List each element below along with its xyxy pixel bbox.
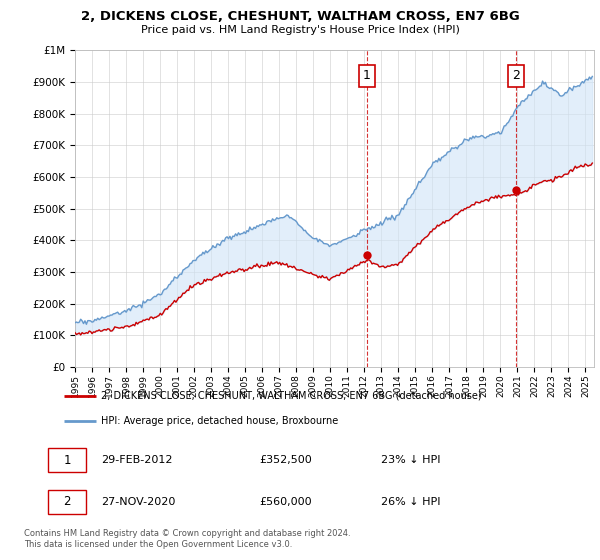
Text: 2, DICKENS CLOSE, CHESHUNT, WALTHAM CROSS, EN7 6BG (detached house): 2, DICKENS CLOSE, CHESHUNT, WALTHAM CROS… bbox=[101, 391, 481, 401]
Text: £352,500: £352,500 bbox=[259, 455, 312, 465]
Text: 23% ↓ HPI: 23% ↓ HPI bbox=[380, 455, 440, 465]
Text: 1: 1 bbox=[363, 69, 371, 82]
Text: Price paid vs. HM Land Registry's House Price Index (HPI): Price paid vs. HM Land Registry's House … bbox=[140, 25, 460, 35]
Text: 27-NOV-2020: 27-NOV-2020 bbox=[101, 497, 175, 507]
Text: 29-FEB-2012: 29-FEB-2012 bbox=[101, 455, 172, 465]
Text: 2: 2 bbox=[512, 69, 520, 82]
Text: HPI: Average price, detached house, Broxbourne: HPI: Average price, detached house, Brox… bbox=[101, 416, 338, 426]
FancyBboxPatch shape bbox=[48, 448, 86, 473]
Text: 1: 1 bbox=[63, 454, 71, 467]
Text: £560,000: £560,000 bbox=[259, 497, 312, 507]
Text: Contains HM Land Registry data © Crown copyright and database right 2024.
This d: Contains HM Land Registry data © Crown c… bbox=[24, 529, 350, 549]
Text: 26% ↓ HPI: 26% ↓ HPI bbox=[380, 497, 440, 507]
Text: 2: 2 bbox=[63, 496, 71, 508]
Text: 2, DICKENS CLOSE, CHESHUNT, WALTHAM CROSS, EN7 6BG: 2, DICKENS CLOSE, CHESHUNT, WALTHAM CROS… bbox=[80, 10, 520, 23]
FancyBboxPatch shape bbox=[48, 490, 86, 514]
